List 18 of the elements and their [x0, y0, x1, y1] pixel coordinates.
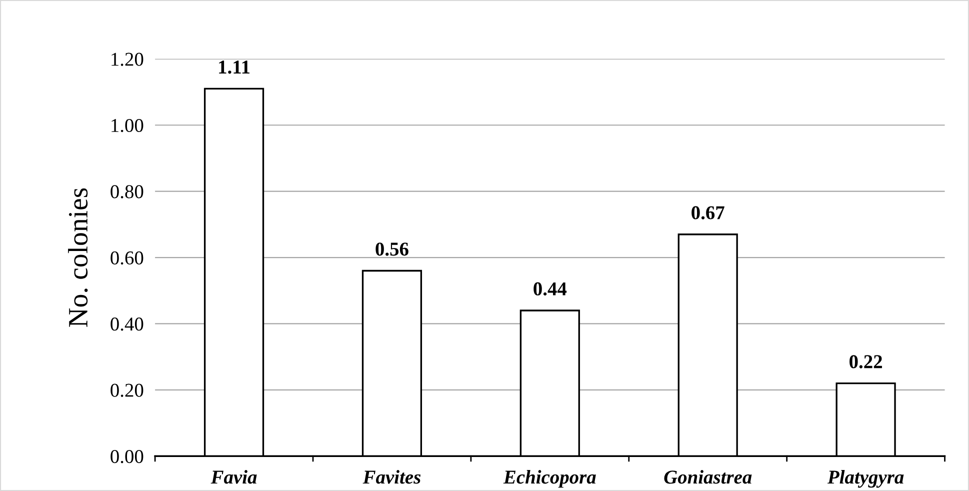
x-tick-label: Platygyra — [827, 470, 904, 488]
x-tick-label: Favia — [210, 470, 257, 484]
x-tick-label: Goniastrea — [664, 470, 752, 484]
y-tick-label: 0.40 — [110, 318, 144, 331]
data-label: 0.44 — [534, 282, 567, 296]
data-label: 1.11 — [219, 60, 250, 74]
x-tick-label: Echicopora — [503, 470, 596, 488]
data-label: 0.56 — [376, 242, 408, 256]
y-tick-label: 0.20 — [110, 384, 144, 397]
data-label: 0.22 — [850, 355, 882, 368]
y-tick-label: 0.80 — [110, 185, 144, 198]
data-label: 0.67 — [692, 206, 724, 220]
y-tick-label: 1.20 — [112, 52, 144, 66]
y-axis-title: No. colonies — [68, 188, 88, 327]
y-tick-label: 1.00 — [112, 118, 144, 132]
y-tick-label: 0.00 — [110, 450, 144, 464]
x-tick-label: Favites — [362, 470, 421, 484]
y-tick-label: 0.60 — [110, 251, 144, 265]
